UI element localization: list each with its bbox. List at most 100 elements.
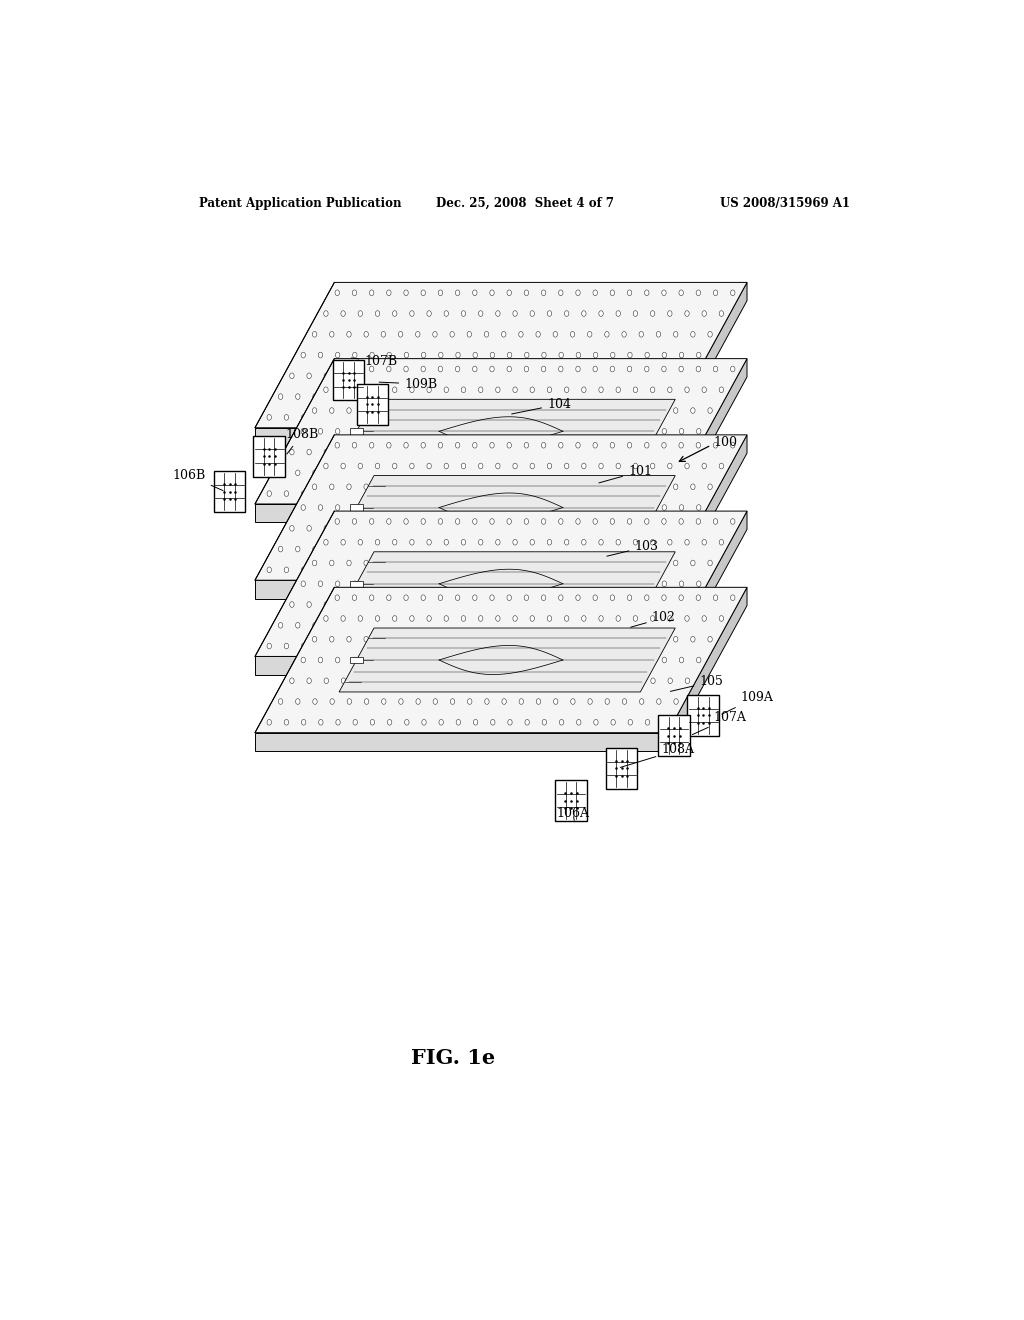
Circle shape (371, 643, 375, 649)
Circle shape (358, 374, 362, 379)
Circle shape (444, 540, 449, 545)
Circle shape (502, 623, 506, 628)
Circle shape (537, 546, 541, 552)
Circle shape (353, 414, 357, 420)
Circle shape (588, 470, 592, 475)
Circle shape (651, 602, 655, 607)
Circle shape (341, 525, 346, 531)
Circle shape (496, 602, 501, 607)
Circle shape (525, 643, 529, 649)
Circle shape (267, 719, 271, 725)
Circle shape (387, 366, 391, 372)
Circle shape (679, 657, 684, 663)
Circle shape (318, 491, 323, 496)
Circle shape (582, 387, 586, 392)
Circle shape (714, 290, 718, 296)
Circle shape (553, 470, 558, 475)
Circle shape (553, 560, 557, 566)
Circle shape (513, 602, 518, 607)
Circle shape (352, 519, 356, 524)
Circle shape (628, 429, 632, 434)
Circle shape (301, 429, 305, 434)
Circle shape (352, 429, 357, 434)
Circle shape (656, 560, 660, 566)
Circle shape (616, 310, 621, 317)
Circle shape (484, 408, 488, 413)
Circle shape (336, 568, 340, 573)
Circle shape (547, 615, 552, 622)
Circle shape (473, 491, 478, 496)
Circle shape (422, 657, 426, 663)
Circle shape (593, 290, 597, 296)
Circle shape (416, 698, 421, 705)
Circle shape (427, 602, 432, 607)
Circle shape (468, 470, 472, 475)
Circle shape (444, 374, 449, 379)
Circle shape (330, 470, 335, 475)
Circle shape (564, 463, 569, 469)
Circle shape (530, 615, 535, 622)
Circle shape (645, 414, 650, 420)
Circle shape (433, 331, 437, 337)
Circle shape (645, 568, 650, 573)
Circle shape (679, 581, 684, 586)
Circle shape (639, 623, 644, 628)
Circle shape (462, 374, 466, 379)
Circle shape (650, 540, 655, 545)
Circle shape (696, 442, 700, 447)
Circle shape (656, 408, 660, 413)
Circle shape (663, 568, 667, 573)
Circle shape (650, 463, 655, 469)
Circle shape (537, 623, 541, 628)
Polygon shape (668, 434, 746, 598)
Circle shape (502, 484, 506, 490)
Circle shape (438, 519, 442, 524)
Circle shape (404, 491, 409, 496)
Circle shape (279, 546, 283, 552)
Circle shape (508, 719, 512, 725)
Circle shape (490, 719, 495, 725)
Circle shape (639, 546, 644, 552)
Circle shape (542, 366, 546, 372)
Circle shape (410, 387, 414, 392)
Circle shape (330, 484, 334, 490)
Circle shape (616, 678, 621, 684)
Circle shape (427, 310, 431, 317)
Circle shape (570, 623, 575, 628)
Circle shape (387, 643, 392, 649)
Circle shape (656, 393, 662, 400)
Circle shape (668, 463, 672, 469)
Circle shape (668, 374, 673, 379)
Circle shape (610, 581, 615, 586)
Circle shape (468, 393, 472, 400)
Circle shape (537, 470, 541, 475)
Circle shape (702, 387, 707, 392)
Polygon shape (668, 587, 746, 751)
Circle shape (651, 374, 655, 379)
Circle shape (719, 540, 724, 545)
Circle shape (456, 429, 460, 434)
Circle shape (387, 429, 391, 434)
Circle shape (387, 595, 391, 601)
Circle shape (398, 560, 402, 566)
Circle shape (611, 414, 615, 420)
Circle shape (628, 719, 633, 725)
Circle shape (611, 491, 615, 496)
Circle shape (690, 484, 695, 490)
Circle shape (575, 290, 581, 296)
Circle shape (444, 310, 449, 317)
Circle shape (685, 463, 689, 469)
Circle shape (564, 615, 569, 622)
Circle shape (564, 387, 569, 392)
Circle shape (403, 366, 409, 372)
Circle shape (633, 615, 638, 622)
Circle shape (674, 623, 678, 628)
Circle shape (525, 568, 529, 573)
Circle shape (513, 463, 517, 469)
Circle shape (467, 636, 472, 642)
Circle shape (318, 352, 323, 358)
Circle shape (548, 525, 552, 531)
Circle shape (577, 581, 581, 586)
Circle shape (610, 290, 614, 296)
Circle shape (702, 463, 707, 469)
